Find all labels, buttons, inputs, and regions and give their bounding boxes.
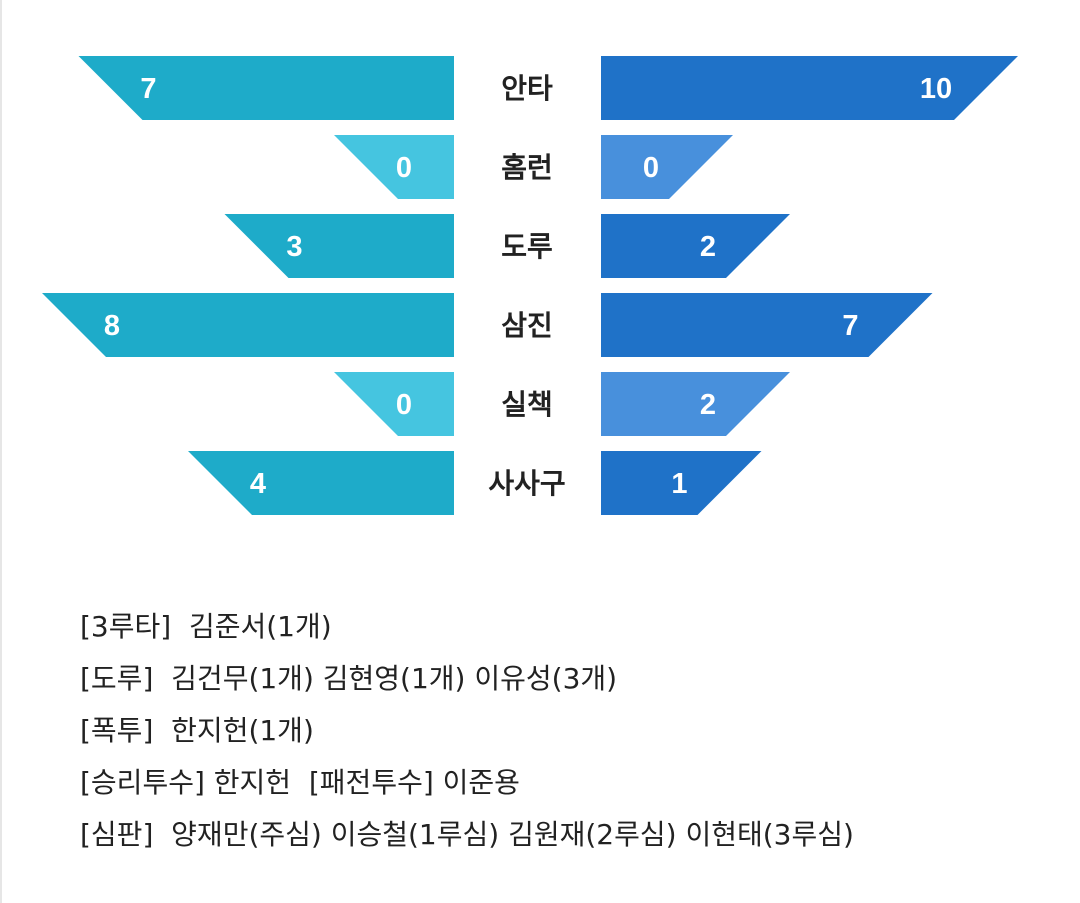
left-bar xyxy=(334,135,454,199)
left-value-label: 8 xyxy=(104,310,120,342)
left-value-label: 3 xyxy=(286,231,302,263)
right-value-label: 2 xyxy=(700,389,716,421)
left-value-label: 0 xyxy=(396,152,412,184)
right-value-label: 7 xyxy=(842,310,858,342)
right-bar xyxy=(601,56,1018,120)
left-bar xyxy=(42,293,454,357)
category-label: 실책 xyxy=(501,388,553,421)
category-label: 안타 xyxy=(501,72,553,105)
note-umpires: [심판] 양재만(주심) 이승철(1루심) 김원재(2루심) 이현태(3루심) xyxy=(80,818,854,851)
right-bar xyxy=(601,135,733,199)
category-label: 홈런 xyxy=(501,151,553,184)
note-steals: [도루] 김건무(1개) 김현영(1개) 이유성(3개) xyxy=(80,662,618,695)
category-label: 사사구 xyxy=(488,467,565,500)
stat-comparison-chart: 7 10 안타 0 0 홈런 3 2 도루 8 7 삼진 0 2 실책 4 1 사사구 xyxy=(42,56,1018,515)
right-bar xyxy=(601,214,790,278)
category-label: 삼진 xyxy=(501,309,553,342)
chart-svg: 7 10 안타 0 0 홈런 3 2 도루 8 7 삼진 0 2 실책 4 1 사사구 xyxy=(42,56,1018,515)
note-pitchers: [승리투수] 한지헌 [패전투수] 이준용 xyxy=(80,766,520,799)
right-value-label: 1 xyxy=(671,468,687,500)
left-bar xyxy=(188,451,454,515)
right-value-label: 10 xyxy=(920,73,952,105)
left-bar xyxy=(78,56,454,120)
note-triple: [3루타] 김준서(1개) xyxy=(80,610,332,643)
page-left-border xyxy=(0,0,2,903)
left-value-label: 0 xyxy=(396,389,412,421)
right-value-label: 2 xyxy=(700,231,716,263)
right-bar xyxy=(601,451,762,515)
left-value-label: 7 xyxy=(140,73,156,105)
left-bar xyxy=(334,372,454,436)
left-value-label: 4 xyxy=(250,468,266,500)
left-bar xyxy=(224,214,454,278)
right-bar xyxy=(601,293,933,357)
right-bar xyxy=(601,372,790,436)
category-label: 도루 xyxy=(501,230,553,263)
note-wild-pitch: [폭투] 한지헌(1개) xyxy=(80,714,314,747)
right-value-label: 0 xyxy=(643,152,659,184)
game-notes: [3루타] 김준서(1개) [도루] 김건무(1개) 김현영(1개) 이유성(3… xyxy=(80,604,1060,864)
